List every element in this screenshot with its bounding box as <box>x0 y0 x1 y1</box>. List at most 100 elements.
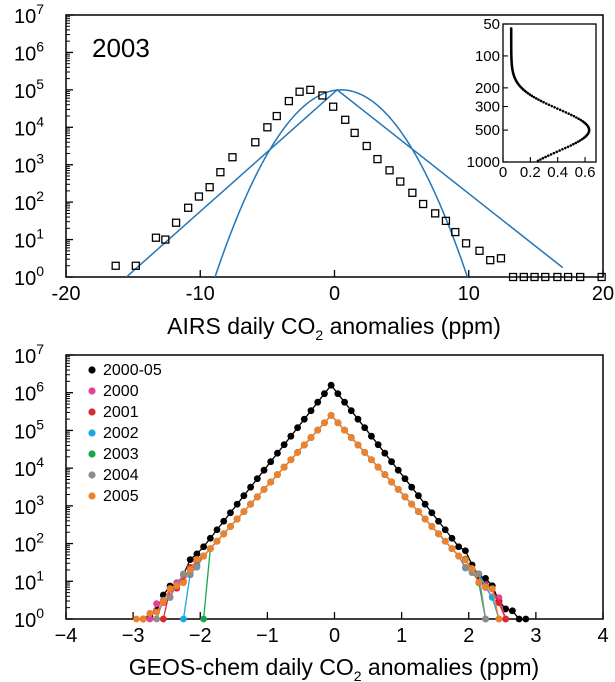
series-point <box>166 594 174 601</box>
inset-profile-point <box>576 140 580 143</box>
bottom-y-tick-label: 101 <box>14 567 44 594</box>
inset-profile-point <box>574 141 578 145</box>
series-point <box>180 579 187 587</box>
series-point <box>401 475 409 483</box>
legend-label: 2000 <box>103 383 139 400</box>
data-point-square <box>341 115 350 124</box>
series-point <box>361 448 369 456</box>
series-point <box>341 426 348 434</box>
series-point <box>206 534 214 542</box>
bottom-x-tick-label: 1 <box>396 625 407 647</box>
top-y-tick-label: 105 <box>14 76 44 103</box>
bottom-x-tick-label: 0 <box>329 625 340 647</box>
series-point <box>441 537 449 545</box>
data-point-square <box>251 138 260 147</box>
inset-y-tick-label: 500 <box>475 122 500 139</box>
series-point <box>260 466 268 474</box>
series-point <box>280 463 288 471</box>
data-point-square <box>451 227 460 237</box>
series-point <box>139 615 147 623</box>
series-point <box>314 398 322 406</box>
series-point <box>280 441 288 449</box>
series-2000-05 <box>139 381 530 623</box>
data-point-square <box>385 166 394 175</box>
data-point-square <box>151 233 161 242</box>
series-point <box>415 508 422 516</box>
top-y-tick-label: 107 <box>14 1 44 28</box>
legend-label: 2003 <box>103 446 139 463</box>
series-point <box>327 411 335 419</box>
series-line <box>162 414 507 620</box>
top-x-tick-label: 0 <box>329 283 340 305</box>
bottom-y-tick-label: 104 <box>14 454 44 481</box>
inset-profile-point <box>544 155 547 159</box>
legend-entry: 2005 <box>88 488 139 505</box>
legend-entry: 2000-05 <box>88 362 162 379</box>
data-point-square <box>350 128 359 138</box>
series-point <box>394 466 402 474</box>
series-point <box>200 615 208 623</box>
series-point <box>495 615 503 623</box>
data-point-square <box>284 96 294 106</box>
series-line <box>149 414 507 620</box>
inset-y-tick-label: 50 <box>483 16 500 33</box>
bottom-x-tick-label: −3 <box>122 625 145 647</box>
inset-profile-point <box>539 158 542 161</box>
data-point-square <box>553 272 562 282</box>
series-point <box>482 615 489 623</box>
data-point-square <box>161 235 170 244</box>
inset-profile-point <box>580 137 584 141</box>
series-point <box>300 415 308 423</box>
data-point-square <box>272 111 281 121</box>
series-point <box>428 509 436 517</box>
bottom-x-axis: −4 −3 −2 −1 0 1 2 3 4 <box>55 612 609 647</box>
series-point <box>482 574 489 582</box>
data-point-square <box>597 272 606 282</box>
series-point <box>307 434 315 441</box>
data-point-square <box>295 87 304 96</box>
inset-y-tick-label: 300 <box>475 99 500 116</box>
series-point <box>180 570 187 578</box>
inset-profile-point <box>547 103 551 107</box>
series-point <box>200 543 208 551</box>
legend-marker <box>88 492 96 500</box>
data-point-square <box>373 154 382 164</box>
series-point <box>153 600 161 608</box>
series-point <box>233 515 241 523</box>
top-x-tick-label: -10 <box>186 283 215 305</box>
series-point <box>274 449 281 457</box>
bottom-x-label-part1: GEOS-chem daily CO <box>129 654 354 680</box>
series-2005 <box>133 411 503 623</box>
series-2000 <box>146 411 510 623</box>
series-point <box>368 432 375 440</box>
series-point <box>193 563 201 571</box>
bottom-x-label-part2: anomalies (ppm) <box>362 654 540 680</box>
bottom-x-tick-label: −4 <box>55 625 78 647</box>
series-point <box>388 478 395 486</box>
series-point <box>461 547 469 555</box>
inset-profile-point <box>532 95 536 99</box>
series-2004 <box>153 411 489 623</box>
top-y-tick-label: 101 <box>14 226 44 253</box>
bottom-y-tick-label: 107 <box>14 341 44 368</box>
series-point <box>334 419 342 427</box>
legend-entry: 2000 <box>88 383 139 400</box>
inset-profile-point <box>569 144 573 147</box>
series-point <box>153 615 161 623</box>
data-point-square <box>329 102 338 111</box>
series-point <box>253 493 261 501</box>
data-point-square <box>318 91 327 100</box>
series-point <box>415 492 422 500</box>
series-point <box>173 582 181 590</box>
series-point <box>381 449 389 457</box>
data-point-square <box>475 246 484 255</box>
bottom-y-axis: 100 101 102 103 104 105 106 107 <box>14 341 73 632</box>
inset-profile-point <box>530 94 534 98</box>
series-point <box>220 530 228 538</box>
inset-profile-point <box>539 99 543 103</box>
inset-profile-point <box>561 109 565 113</box>
inset-profile-point <box>549 153 553 156</box>
top-y-tick-label: 103 <box>14 151 44 178</box>
inset-profile <box>509 27 591 163</box>
series-point <box>475 570 483 578</box>
